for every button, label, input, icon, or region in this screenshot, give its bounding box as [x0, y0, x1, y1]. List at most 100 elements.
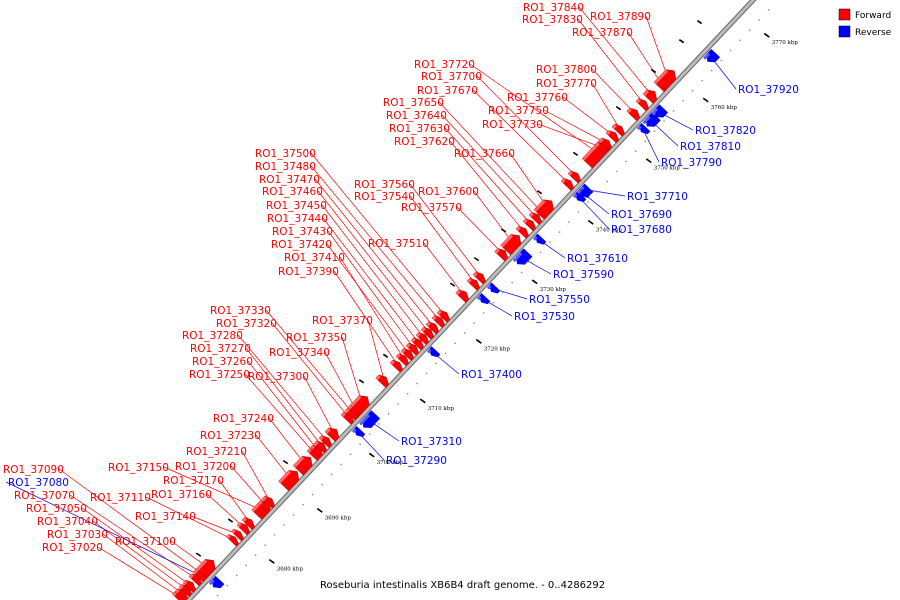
gene-label: RO1_37440: [267, 213, 328, 225]
label-leader-line: [441, 114, 538, 219]
ruler-dot: [682, 100, 684, 102]
ruler-dot: [425, 372, 428, 375]
ruler-dot: [397, 402, 399, 405]
gene-arrow-highlight: [426, 348, 432, 354]
gene-arrow-highlight: [436, 310, 442, 315]
gene-ro1-37710: [579, 183, 594, 195]
ruler-dot: [615, 170, 618, 173]
gene-label: RO1_37810: [680, 141, 741, 153]
gene-ro1-37290: [351, 425, 366, 438]
legend-reverse-label: Reverse: [855, 28, 892, 38]
ruler-dot: [368, 433, 371, 435]
axis-tick-label: 3760 kbp: [711, 105, 738, 111]
gene-marker-dash: [195, 552, 202, 557]
label-leader-line: [102, 533, 184, 595]
axis-tick-mark: [419, 398, 426, 404]
axis-tick-label: 3690 kbp: [325, 515, 352, 521]
gene-arrow-highlight: [306, 448, 312, 454]
label-leader-line: [92, 520, 188, 591]
gene-arrow-highlight: [309, 445, 315, 450]
ruler-dot: [634, 150, 637, 153]
gene-arrow-highlight: [324, 427, 331, 434]
gene-label: RO1_37660: [454, 148, 515, 160]
ruler-dot: [226, 584, 228, 587]
label-leader-line: [58, 468, 203, 575]
gene-marker-dash: [536, 189, 543, 195]
gene-label: RO1_37080: [8, 477, 69, 489]
label-leader-line: [310, 152, 446, 316]
gene-arrow-body: [655, 69, 677, 91]
gene-ro1-37590: [512, 248, 533, 265]
gene-marker-dash: [358, 379, 365, 384]
gene-arrow-highlight: [395, 353, 401, 359]
legend-reverse-swatch: [838, 25, 851, 38]
gene-label: RO1_37240: [213, 413, 274, 425]
ruler-dot: [501, 291, 504, 294]
label-leader-line: [145, 496, 235, 541]
gene-label: RO1_37700: [421, 71, 482, 83]
gene-label: RO1_37280: [182, 330, 243, 342]
gene-label: RO1_37420: [271, 239, 332, 251]
gene-arrow-highlight: [522, 218, 528, 224]
axis-line: [186, 0, 756, 600]
gene-label: RO1_37550: [529, 294, 590, 306]
gene-arrow-highlight: [642, 89, 649, 96]
label-leader-line: [322, 217, 420, 344]
gene-arrow-highlight: [400, 348, 406, 354]
label-leader-line: [578, 6, 653, 96]
ruler-dot: [245, 564, 247, 567]
label-leader-line: [509, 152, 548, 208]
gene-ro1-37420: [400, 348, 415, 361]
ruler-dot: [292, 514, 295, 516]
gene-ro1-37480: [431, 315, 446, 329]
ruler-dot: [672, 110, 675, 112]
gene-arrow-highlight: [350, 395, 362, 408]
gene-ro1-37510: [455, 289, 470, 303]
label-leader-line: [245, 347, 323, 447]
gene-label: RO1_37050: [26, 503, 87, 515]
ruler-dot: [359, 443, 361, 445]
label-leader-line: [577, 18, 645, 105]
label-leader-line: [341, 336, 363, 405]
gene-label: RO1_37540: [354, 191, 415, 203]
gene-label: RO1_37870: [572, 27, 633, 39]
ruler-dot: [444, 352, 447, 355]
gene-arrow-highlight: [626, 108, 632, 114]
ruler-dot: [435, 362, 437, 365]
label-leader-line: [69, 494, 198, 580]
ruler-dot: [416, 382, 418, 385]
gene-arrow-highlight: [425, 321, 431, 327]
gene-ro1-37440: [410, 337, 425, 351]
gene-arrow-highlight: [605, 130, 611, 136]
axis-tick-label: 3740 kbp: [596, 227, 623, 233]
gene-ro1-37240: [292, 455, 313, 476]
ruler-dot: [691, 89, 694, 92]
gene-ro1-37500: [436, 309, 451, 323]
gene-arrow-highlight: [594, 142, 600, 147]
gene-label: RO1_37770: [536, 78, 597, 90]
gene-ro1-37770: [611, 123, 626, 137]
label-leader-line: [303, 375, 335, 434]
gene-ro1-37660: [535, 199, 554, 218]
gene-label: RO1_37620: [394, 136, 455, 148]
gene-marker-dash: [382, 353, 389, 358]
gene-label: RO1_37260: [192, 356, 253, 368]
gene-arrow-highlight: [261, 496, 267, 501]
label-leader-line: [367, 319, 385, 381]
gene-label: RO1_37170: [163, 475, 224, 487]
axis-tick-mark: [368, 452, 375, 458]
gene-arrow-highlight: [567, 170, 573, 176]
gene-arrow-highlight: [172, 591, 177, 597]
gene-label: RO1_37650: [383, 97, 444, 109]
gene-ro1-37830: [635, 98, 650, 112]
gene-ro1-37270: [313, 440, 328, 454]
gene-arrow-highlight: [208, 579, 215, 586]
gene-arrow-highlight: [178, 584, 184, 590]
ruler-dot: [330, 473, 333, 476]
ruler-dot: [235, 574, 238, 577]
axis-tick-mark: [587, 219, 594, 225]
ruler-dot: [387, 413, 390, 415]
gene-ro1-37620: [515, 225, 530, 239]
gene-labels: RO1_37020RO1_37030RO1_37040RO1_37050RO1_…: [3, 2, 799, 554]
label-leader-line: [310, 165, 441, 322]
